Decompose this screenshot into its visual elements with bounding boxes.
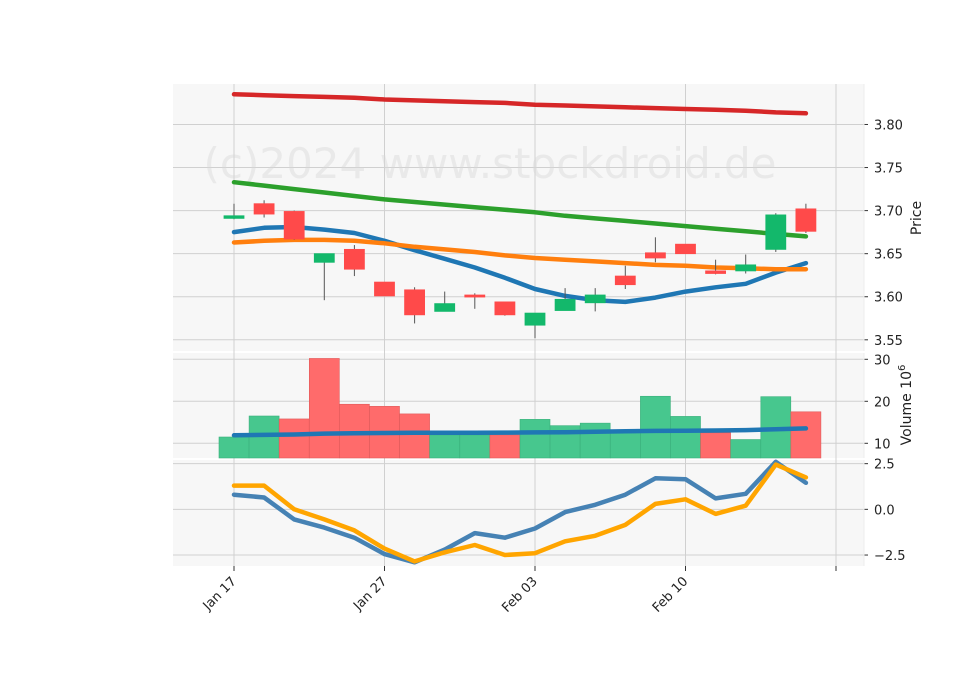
- price-ma-medium-line: [231, 237, 809, 272]
- volume-bar: [399, 413, 430, 459]
- candle-body: [434, 303, 456, 312]
- x-tick-label: Feb 03: [499, 574, 541, 616]
- price-y-tick-label: 3.75: [874, 162, 903, 177]
- candle-body: [524, 312, 546, 326]
- price-y-tick-label: 3.55: [874, 334, 903, 349]
- macd-macd-line: [231, 459, 809, 565]
- volume-y-tick-label: 10: [874, 437, 891, 452]
- volume-bar: [218, 436, 250, 459]
- volume-bar: [278, 418, 310, 459]
- price-ma-long-line: [231, 179, 809, 239]
- macd-y-tick-label: 0.0: [874, 503, 895, 518]
- volume-axis-title: Volume 106: [897, 365, 915, 446]
- macd-y-tick-label: 2.5: [874, 458, 895, 473]
- x-tick-label: Feb 10: [650, 574, 692, 616]
- volume-axis-exponent: 6: [897, 365, 908, 371]
- candle-body: [313, 253, 335, 263]
- volume-bar: [579, 422, 611, 459]
- volume-bar: [308, 358, 340, 459]
- price-y-tick-label: 3.80: [874, 118, 903, 133]
- chart-marks: [218, 92, 822, 565]
- volume-bar: [459, 434, 491, 459]
- candle-body: [675, 243, 696, 255]
- volume-y-tick-label: 20: [874, 395, 891, 410]
- volume-bar: [640, 395, 671, 459]
- candle-body: [735, 264, 757, 272]
- candle-body: [464, 294, 486, 298]
- price-ma-short-line: [231, 224, 809, 305]
- macd-y-tick-label: −2.5: [874, 549, 906, 564]
- candle-body: [404, 289, 426, 316]
- candle-body: [343, 248, 365, 270]
- price-y-tick-label: 3.60: [874, 291, 903, 306]
- volume-bar: [790, 411, 822, 459]
- volume-bar: [609, 431, 641, 459]
- watermark-text: (c)2024 www.stockdroid.de: [204, 139, 777, 188]
- price-y-tick-label: 3.70: [874, 205, 903, 220]
- candle-body: [584, 294, 606, 304]
- candle-body: [253, 203, 275, 215]
- candle-body: [554, 298, 576, 311]
- volume-bar: [730, 439, 762, 459]
- macd-signal-line: [231, 462, 809, 564]
- candle-body: [614, 275, 636, 286]
- price-axis-title: Price: [909, 201, 925, 235]
- candle-body: [795, 208, 817, 232]
- panel-backgrounds: [173, 84, 864, 566]
- price-ma-longest-line: [231, 92, 809, 116]
- x-tick-label: Jan 17: [200, 574, 240, 614]
- volume-bar: [519, 419, 551, 459]
- candle-body: [765, 214, 787, 250]
- axes: [233, 84, 868, 571]
- x-tick-label: Jan 27: [350, 574, 390, 614]
- volume-bar: [700, 432, 731, 459]
- volume-bar: [489, 434, 521, 459]
- volume-axis-title-text: Volume 10: [899, 371, 915, 445]
- candle-body: [223, 215, 245, 219]
- candle-body: [374, 281, 395, 297]
- volume-average-line: [231, 426, 809, 438]
- candle-body: [705, 270, 726, 274]
- volume-bar: [429, 434, 461, 459]
- volume-bar: [670, 416, 701, 459]
- price-y-tick-label: 3.65: [874, 248, 903, 263]
- volume-y-tick-label: 30: [874, 353, 891, 368]
- candle-body: [283, 211, 305, 240]
- candle-body: [494, 301, 516, 316]
- candle-body: [645, 252, 666, 259]
